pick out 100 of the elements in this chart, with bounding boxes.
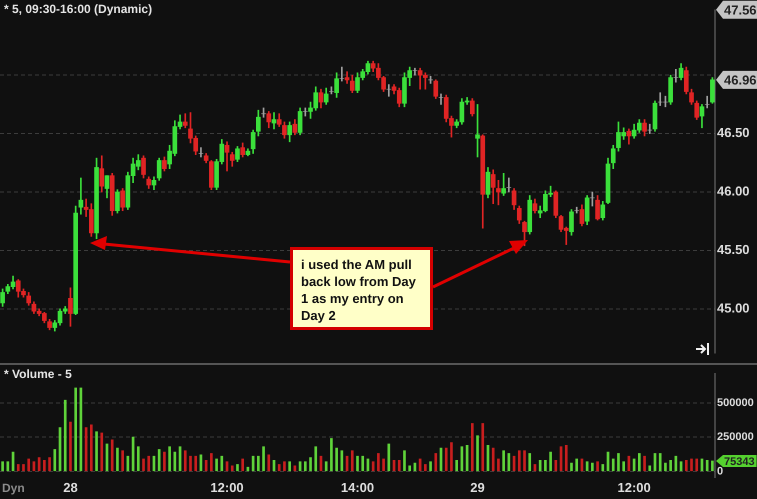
bar bbox=[27, 458, 30, 472]
bar bbox=[450, 442, 453, 472]
bar bbox=[324, 461, 328, 472]
bar bbox=[74, 388, 78, 472]
bar bbox=[80, 388, 82, 472]
bar bbox=[110, 440, 114, 472]
candlestick bbox=[198, 147, 204, 158]
bar bbox=[414, 462, 416, 472]
bar bbox=[158, 449, 161, 472]
bar bbox=[340, 450, 344, 472]
bar bbox=[570, 462, 573, 472]
bar bbox=[210, 453, 213, 472]
bar bbox=[387, 444, 390, 472]
bar bbox=[178, 446, 182, 472]
text: 47.56 bbox=[724, 2, 757, 18]
bar bbox=[408, 465, 412, 472]
bar bbox=[711, 460, 714, 472]
bar bbox=[257, 456, 260, 472]
bar bbox=[16, 464, 20, 472]
bar bbox=[492, 448, 495, 472]
chart-title: * Volume - 5 bbox=[4, 367, 72, 381]
bar bbox=[215, 458, 218, 472]
bar bbox=[6, 461, 10, 472]
bar bbox=[628, 456, 630, 472]
text: Dyn bbox=[2, 481, 25, 495]
bar bbox=[366, 458, 370, 472]
candlestick bbox=[224, 141, 230, 172]
bar bbox=[455, 460, 458, 472]
bar bbox=[690, 458, 693, 472]
bar bbox=[100, 432, 104, 472]
bar bbox=[32, 461, 36, 472]
bar bbox=[1, 461, 4, 472]
bar bbox=[695, 458, 698, 472]
bar bbox=[90, 424, 93, 472]
bar bbox=[377, 453, 380, 472]
bar bbox=[194, 456, 198, 472]
bar bbox=[440, 448, 442, 472]
bar bbox=[674, 456, 678, 472]
bar bbox=[163, 452, 166, 472]
bar bbox=[361, 456, 364, 472]
bar bbox=[106, 444, 108, 472]
y-tick-label: 0 bbox=[717, 465, 724, 478]
bar bbox=[669, 460, 672, 472]
bar bbox=[230, 465, 234, 472]
bar bbox=[564, 444, 568, 472]
bar bbox=[460, 446, 464, 472]
bar bbox=[606, 452, 610, 472]
bar bbox=[236, 464, 239, 472]
text: 46.96 bbox=[724, 72, 757, 88]
bar bbox=[346, 456, 348, 472]
bar bbox=[309, 457, 312, 472]
y-tick-label: 45.00 bbox=[717, 300, 750, 316]
bar bbox=[241, 458, 244, 472]
bar bbox=[528, 453, 532, 472]
bar bbox=[330, 438, 333, 472]
y-tick-label: 45.50 bbox=[717, 242, 750, 257]
bar bbox=[658, 453, 662, 472]
bar bbox=[58, 427, 62, 472]
bar bbox=[560, 446, 562, 472]
bar bbox=[612, 458, 615, 472]
text: 75343 bbox=[724, 456, 755, 468]
bar bbox=[267, 454, 270, 472]
bar bbox=[575, 458, 578, 472]
bar bbox=[356, 456, 359, 472]
bar bbox=[622, 461, 625, 472]
bar bbox=[470, 423, 474, 472]
bar bbox=[226, 461, 228, 472]
bar bbox=[554, 460, 558, 472]
bar bbox=[132, 436, 134, 472]
bar bbox=[335, 448, 338, 472]
bar bbox=[481, 423, 484, 472]
bar bbox=[95, 431, 98, 472]
bar bbox=[48, 457, 51, 472]
bar bbox=[434, 453, 438, 472]
bar bbox=[200, 454, 202, 472]
bar bbox=[189, 456, 192, 472]
bar bbox=[278, 464, 281, 472]
candlestick bbox=[475, 104, 480, 158]
x-tick-label: 12:00 bbox=[210, 480, 244, 495]
bar bbox=[476, 435, 479, 472]
bar bbox=[508, 453, 510, 472]
bar bbox=[142, 458, 145, 472]
y-tick-label: 250000 bbox=[717, 431, 754, 444]
bar bbox=[601, 464, 604, 472]
bar bbox=[283, 461, 286, 472]
bar bbox=[220, 456, 224, 472]
bar bbox=[486, 444, 490, 472]
bar bbox=[591, 462, 594, 472]
bar bbox=[168, 446, 171, 472]
bar bbox=[288, 461, 291, 472]
bar bbox=[429, 461, 432, 472]
y-tick-label: 46.00 bbox=[717, 184, 750, 199]
bar bbox=[444, 448, 448, 472]
candlestick bbox=[272, 112, 276, 130]
bar bbox=[518, 450, 521, 472]
bar bbox=[350, 450, 354, 472]
annotation: i used the AM pull back low from Day 1 as my entry on Day 2 bbox=[290, 247, 433, 330]
bar bbox=[184, 450, 187, 472]
bar bbox=[262, 446, 265, 472]
bar bbox=[418, 458, 422, 472]
